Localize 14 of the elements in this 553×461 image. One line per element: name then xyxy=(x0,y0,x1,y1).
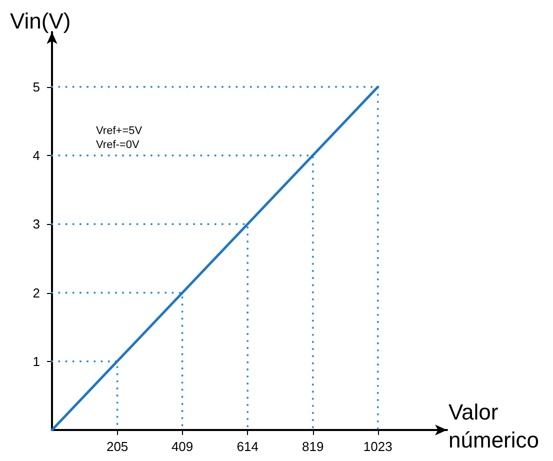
x-tick-label: 614 xyxy=(236,439,258,454)
x-tick-label: 819 xyxy=(302,439,324,454)
x-axis-title: Valor númerico xyxy=(448,400,540,452)
y-tick-label: 2 xyxy=(32,285,40,300)
annotation: Vref+=5V xyxy=(96,125,143,137)
x-tick-label: 205 xyxy=(106,439,128,454)
y-tick-label: 4 xyxy=(32,148,40,164)
y-tick-label: 5 xyxy=(32,79,40,94)
y-tick-label: 3 xyxy=(32,216,40,232)
y-tick-label: 1 xyxy=(32,354,40,369)
y-axis-title: Vin(V) xyxy=(10,8,71,34)
x-tick-label: 1023 xyxy=(363,439,392,454)
annotation: Vref-=0V xyxy=(96,139,140,151)
x-tick-label: 409 xyxy=(171,439,194,454)
